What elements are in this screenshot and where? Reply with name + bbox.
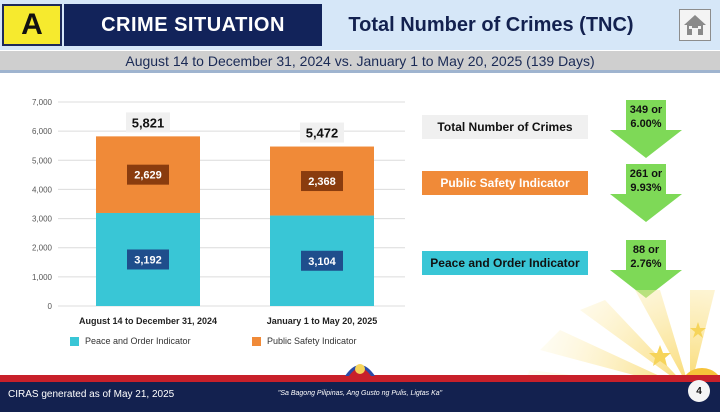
peace-order-change-count: 88 or (632, 244, 660, 256)
tnc-change-arrow: 349 or 6.00% (610, 100, 682, 158)
star-icon (649, 345, 671, 366)
public-safety-indicator-label: Public Safety Indicator (422, 171, 588, 195)
footer-bar (0, 382, 720, 412)
legend-swatch-peace (70, 336, 79, 346)
peace-order-indicator-label: Peace and Order Indicator (422, 251, 588, 275)
tnc-indicator-label: Total Number of Crimes (422, 115, 588, 139)
total-label-box (126, 112, 170, 133)
legend-item-peace: Peace and Order Indicator (70, 336, 191, 346)
date-range-bar: August 14 to December 31, 2024 vs. Janua… (0, 51, 720, 73)
page-number: 4 (688, 380, 710, 402)
total-label: 5,821 (132, 115, 165, 130)
legend-label-peace: Peace and Order Indicator (85, 336, 191, 346)
public-safety-change-arrow: 261 or 9.93% (610, 164, 682, 222)
slide-title: Total Number of Crimes (TNC) (348, 13, 634, 36)
stacked-bar-chart: 0 1,000 2,000 3,000 4,000 5,000 6,000 7,000 3,19… (32, 98, 405, 326)
data-label: 3,192 (134, 254, 162, 266)
peace-order-change-percent: 2.76% (630, 258, 662, 270)
footer-slogan: "Sa Bagong Pilipinas, Ang Gusto ng Pulis… (277, 390, 443, 397)
y-tick-label: 7,000 (32, 98, 53, 107)
section-badge: A (2, 4, 62, 46)
data-label: 2,629 (134, 170, 162, 182)
home-button[interactable] (679, 9, 711, 41)
data-label-box (301, 250, 343, 271)
total-label: 5,472 (306, 126, 339, 141)
x-category-label: August 14 to December 31, 2024 (79, 316, 217, 326)
y-tick-label: 0 (48, 302, 53, 311)
section-title: CRIME SITUATION (64, 4, 322, 46)
public-safety-change-count: 261 or (629, 168, 663, 180)
down-arrow-icon (610, 240, 682, 298)
data-label: 2,368 (308, 176, 336, 188)
y-tick-label: 5,000 (32, 156, 53, 165)
y-tick-label: 1,000 (32, 273, 53, 282)
x-category-label: January 1 to May 20, 2025 (267, 316, 378, 326)
footer-stripe (0, 375, 720, 382)
data-label-box (127, 249, 169, 270)
tnc-change-percent: 6.00% (630, 118, 662, 130)
total-label-box (300, 122, 344, 143)
y-tick-label: 6,000 (32, 127, 53, 136)
bagong-pilipinas-logo (345, 364, 375, 376)
public-safety-change-percent: 9.93% (630, 182, 662, 194)
data-label-box (127, 164, 169, 185)
legend-item-safety: Public Safety Indicator (252, 336, 357, 346)
report-generated-note: CIRAS generated as of May 21, 2025 (8, 389, 175, 400)
peace-order-change-arrow: 88 or 2.76% (610, 240, 682, 298)
data-label-box (301, 171, 343, 192)
home-icon (684, 15, 706, 35)
down-arrow-icon (610, 100, 682, 158)
y-tick-label: 2,000 (32, 244, 53, 253)
star-icon (690, 322, 706, 338)
y-tick-label: 4,000 (32, 185, 53, 194)
legend-swatch-safety (252, 336, 261, 346)
down-arrow-icon (610, 164, 682, 222)
data-label: 3,104 (308, 256, 336, 268)
tnc-change-count: 349 or (629, 104, 663, 116)
legend-label-safety: Public Safety Indicator (267, 336, 357, 346)
y-tick-label: 3,000 (32, 215, 53, 224)
